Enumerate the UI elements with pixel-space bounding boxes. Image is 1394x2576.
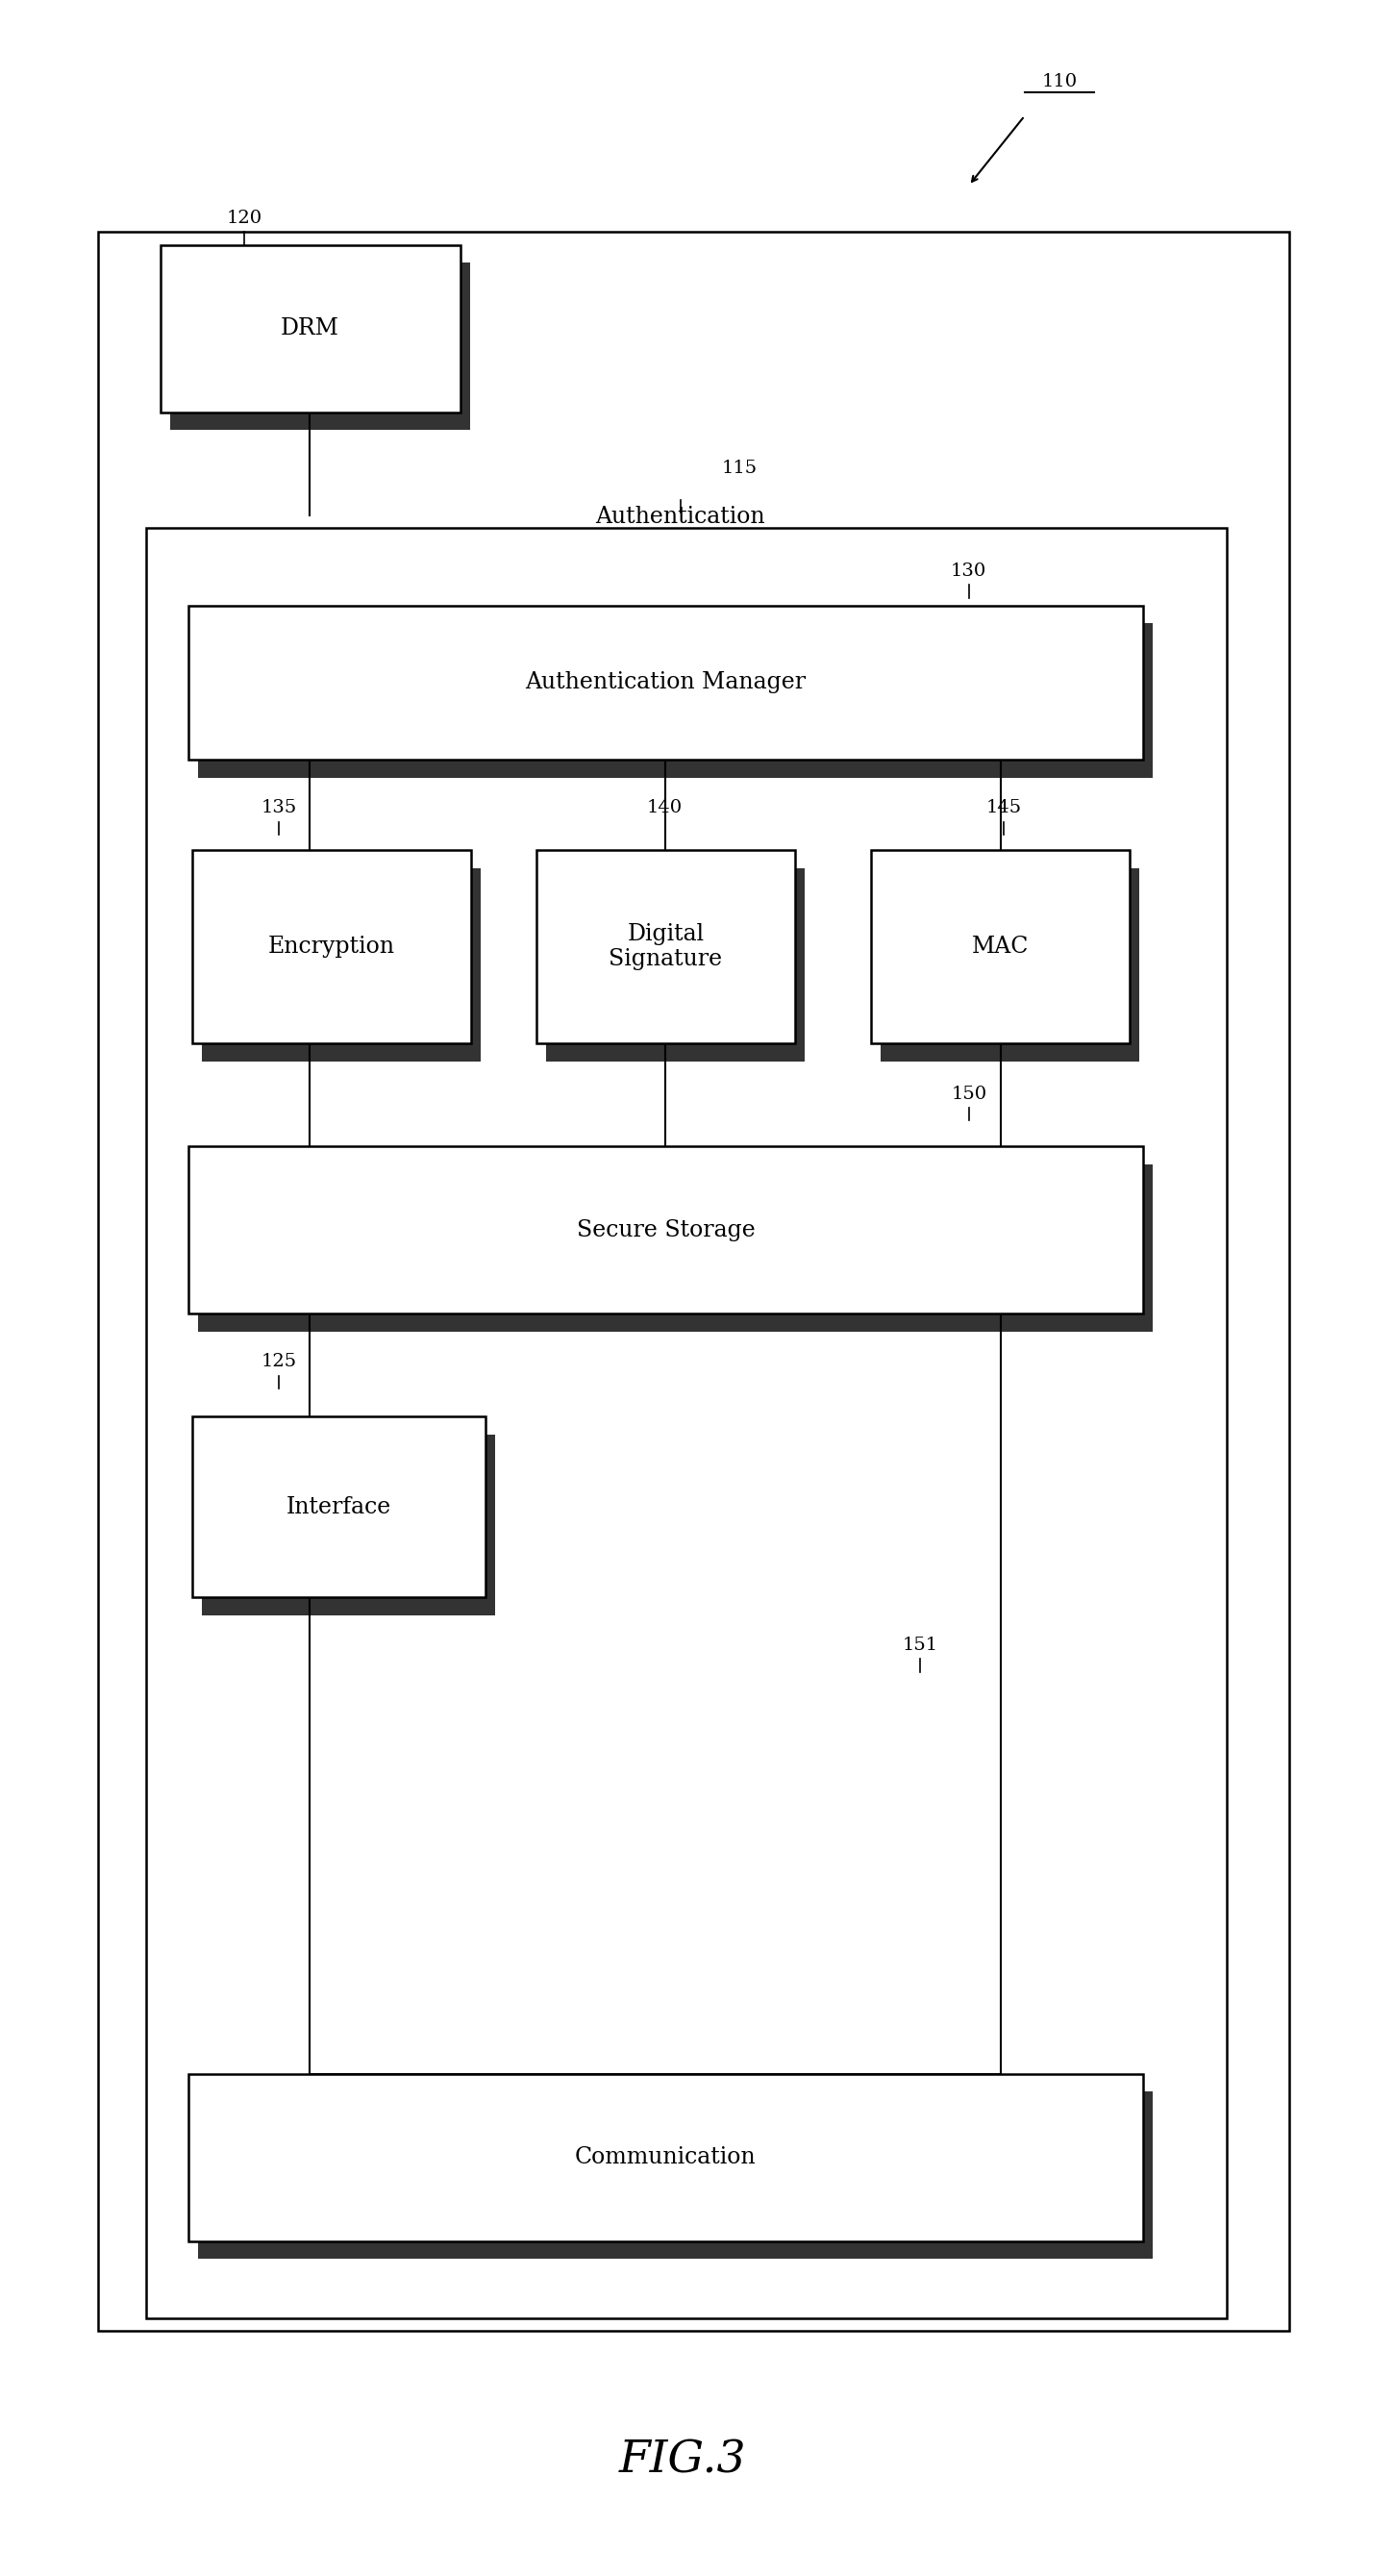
Text: DRM: DRM bbox=[280, 317, 340, 340]
Bar bbox=[160, 245, 460, 412]
Text: 145: 145 bbox=[986, 799, 1022, 817]
Bar bbox=[192, 1417, 485, 1597]
Text: Digital
Signature: Digital Signature bbox=[609, 922, 722, 971]
Bar bbox=[188, 605, 1143, 760]
Bar bbox=[188, 2074, 1143, 2241]
Bar bbox=[881, 868, 1139, 1061]
Text: Secure Storage: Secure Storage bbox=[576, 1218, 756, 1242]
Bar bbox=[192, 850, 471, 1043]
Bar bbox=[146, 528, 1227, 2318]
Bar bbox=[546, 868, 804, 1061]
Text: 151: 151 bbox=[902, 1636, 938, 1654]
Bar bbox=[202, 868, 481, 1061]
Bar bbox=[170, 263, 470, 430]
Text: 125: 125 bbox=[261, 1352, 297, 1370]
Bar bbox=[202, 1435, 495, 1615]
Bar bbox=[198, 1164, 1153, 1332]
Text: Interface: Interface bbox=[286, 1497, 392, 1517]
Text: MAC: MAC bbox=[972, 935, 1029, 958]
Bar bbox=[871, 850, 1129, 1043]
Text: Communication: Communication bbox=[574, 2146, 757, 2169]
Bar bbox=[188, 1146, 1143, 1314]
Text: Encryption: Encryption bbox=[268, 935, 396, 958]
Bar bbox=[198, 623, 1153, 778]
Bar bbox=[537, 850, 795, 1043]
Bar bbox=[198, 2092, 1153, 2259]
Text: 115: 115 bbox=[722, 459, 758, 477]
Text: 135: 135 bbox=[261, 799, 297, 817]
Text: FIG.3: FIG.3 bbox=[619, 2439, 747, 2481]
Text: 110: 110 bbox=[1041, 72, 1078, 90]
Text: 130: 130 bbox=[951, 562, 987, 580]
Text: 120: 120 bbox=[226, 209, 262, 227]
Text: Authentication: Authentication bbox=[595, 505, 765, 528]
Bar bbox=[98, 232, 1289, 2331]
Text: 140: 140 bbox=[647, 799, 683, 817]
Text: Authentication Manager: Authentication Manager bbox=[526, 672, 806, 693]
Text: 150: 150 bbox=[951, 1084, 987, 1103]
